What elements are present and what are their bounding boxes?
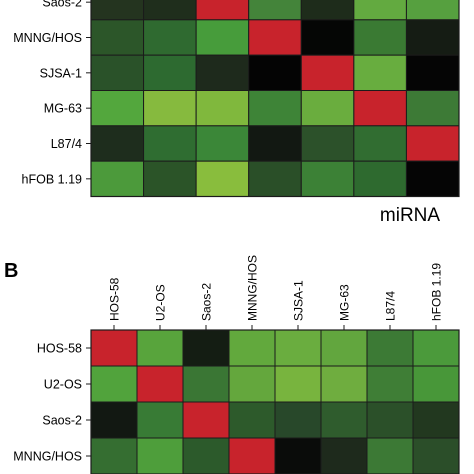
- panel-b-col-label-sjsa-1: SJSA-1: [292, 280, 306, 321]
- panel-b-cell-r0-c3: [228, 329, 276, 367]
- panel-b-cell-r2-c1: [136, 401, 184, 439]
- panel-a-cell-r4-c3: [248, 125, 302, 162]
- panel-a-cell-r0-c2: [195, 0, 250, 21]
- panel-a-cell-r1-c2: [195, 19, 250, 56]
- panel-b-cell-r0-c7: [412, 329, 460, 367]
- panel-b-border: [90, 329, 460, 474]
- panel-b-col-label-l87-4: L87/4: [384, 291, 398, 321]
- panel-a-cell-r5-c2: [195, 160, 250, 198]
- panel-a-cell-r0-c6: [405, 0, 460, 21]
- panel-b-cell-r3-c7: [412, 437, 460, 474]
- panel-a-cell-r3-c6: [405, 90, 460, 127]
- panel-b-label: B: [4, 260, 18, 282]
- panel-b-cell-r2-c6: [366, 401, 414, 439]
- panel-b-cell-r0-c4: [274, 329, 322, 367]
- panel-b-cell-r1-c7: [412, 365, 460, 403]
- panel-b-row-label-saos-2: Saos-2: [42, 414, 82, 428]
- panel-a-cell-r3-c4: [300, 90, 355, 127]
- panel-a-cell-r2-c3: [248, 54, 302, 91]
- panel-b-row-label-hos-58: HOS-58: [37, 342, 82, 356]
- panel-b-cell-r0-c2: [182, 329, 230, 367]
- panel-b-col-label-mg-63: MG-63: [338, 284, 352, 321]
- panel-b-row-label-mnng-hos: MNNG/HOS: [13, 450, 82, 464]
- panel-a-cell-r1-c5: [353, 19, 407, 56]
- panel-a-cell-r1-c6: [405, 19, 460, 56]
- panel-a-cell-r5-c3: [248, 160, 302, 198]
- panel-a-cell-r3-c5: [353, 90, 407, 127]
- panel-b-col-label-saos-2: Saos-2: [200, 283, 214, 321]
- panel-b-cell-r0-c1: [136, 329, 184, 367]
- panel-a-column-axis-label: miRNA: [380, 205, 440, 226]
- panel-b-row-label-u2-os: U2-OS: [44, 378, 82, 392]
- panel-a-row-label-hfob-1-19: hFOB 1.19: [22, 172, 82, 186]
- panel-a-cell-r5-c0: [90, 160, 145, 198]
- panel-b-col-label-hfob-1-19: hFOB 1.19: [430, 263, 444, 321]
- panel-a-cell-r5-c4: [300, 160, 355, 198]
- panel-a-cell-r0-c4: [300, 0, 355, 21]
- panel-a-cell-r0-c3: [248, 0, 302, 21]
- panel-a-row-label-saos-2: Saos-2: [42, 0, 82, 10]
- panel-a-row-label-mg-63: MG-63: [44, 102, 82, 116]
- panel-a-cell-r2-c5: [353, 54, 407, 91]
- panel-a-cell-r1-c0: [90, 19, 145, 56]
- panel-b-cell-r2-c0: [90, 401, 138, 439]
- panel-a-cell-r4-c0: [90, 125, 145, 162]
- panel-b-cell-r2-c5: [320, 401, 368, 439]
- panel-a-row-label-l87-4: L87/4: [51, 137, 82, 151]
- panel-b-col-label-mnng-hos: MNNG/HOS: [246, 255, 260, 321]
- panel-b-cell-r0-c0: [90, 329, 138, 367]
- panel-a-cell-r3-c2: [195, 90, 250, 127]
- heatmap-panel-b: HOS-58 U2-OS Saos-2 MNNG/HOS HOS-58 U2-OS Saos…: [13, 255, 460, 474]
- panel-a-cell-r4-c4: [300, 125, 355, 162]
- panel-b-cell-r3-c1: [136, 437, 184, 474]
- panel-a-cell-r1-c4: [300, 19, 355, 56]
- panel-a-cell-r1-c1: [143, 19, 197, 56]
- panel-a-border: [90, 0, 460, 198]
- panel-b-cell-r1-c0: [90, 365, 138, 403]
- panel-a-cell-r4-c2: [195, 125, 250, 162]
- panel-b-cell-r2-c4: [274, 401, 322, 439]
- panel-b-cell-r2-c3: [228, 401, 276, 439]
- panel-a-cell-r2-c6: [405, 54, 460, 91]
- panel-b-cell-r0-c5: [320, 329, 368, 367]
- panel-a-cell-r0-c5: [353, 0, 407, 21]
- panel-b-cell-r1-c6: [366, 365, 414, 403]
- panel-a-cell-r2-c2: [195, 54, 250, 91]
- panel-a-cell-r5-c1: [143, 160, 197, 198]
- panel-b-cell-r3-c0: [90, 437, 138, 474]
- panel-a-cell-r4-c6: [405, 125, 460, 162]
- panel-a-cell-r0-c0: [90, 0, 145, 21]
- panel-b-cell-r3-c3: [228, 437, 276, 474]
- panel-b-cell-r1-c3: [228, 365, 276, 403]
- panel-b-cell-r2-c2: [182, 401, 230, 439]
- panel-b-cell-r3-c4: [274, 437, 322, 474]
- panel-a-row-label-sjsa-1: SJSA-1: [40, 66, 82, 80]
- panel-a-cell-r3-c0: [90, 90, 145, 127]
- panel-b-cell-r1-c4: [274, 365, 322, 403]
- panel-a-cell-r5-c6: [405, 160, 460, 198]
- panel-a-row-label-mnng-hos: MNNG/HOS: [13, 31, 82, 45]
- panel-a-cell-r2-c4: [300, 54, 355, 91]
- panel-a-cell-r4-c5: [353, 125, 407, 162]
- panel-a-cell-r1-c3: [248, 19, 302, 56]
- panel-b-cell-r3-c5: [320, 437, 368, 474]
- panel-b-col-label-u2-os: U2-OS: [154, 284, 168, 321]
- panel-a-cell-r3-c3: [248, 90, 302, 127]
- panel-b-cell-r1-c2: [182, 365, 230, 403]
- panel-a-cell-r4-c1: [143, 125, 197, 162]
- panel-a-cell-r0-c1: [143, 0, 197, 21]
- panel-b-cell-r3-c2: [182, 437, 230, 474]
- panel-b-cell-r0-c6: [366, 329, 414, 367]
- panel-a-cell-r5-c5: [353, 160, 407, 198]
- panel-b-col-label-hos-58: HOS-58: [108, 277, 122, 321]
- panel-a-cell-r2-c1: [143, 54, 197, 91]
- panel-b-cell-r1-c1: [136, 365, 184, 403]
- panel-b-cell-r2-c7: [412, 401, 460, 439]
- panel-b-cell-r1-c5: [320, 365, 368, 403]
- panel-a-cell-r2-c0: [90, 54, 145, 91]
- heatmap-panel-a: Saos-2 MNNG/HOS SJSA-1 MG-63 L87/4 hFOB 1.19: [13, 0, 460, 198]
- panel-b-cell-r3-c6: [366, 437, 414, 474]
- panel-a-cell-r3-c1: [143, 90, 197, 127]
